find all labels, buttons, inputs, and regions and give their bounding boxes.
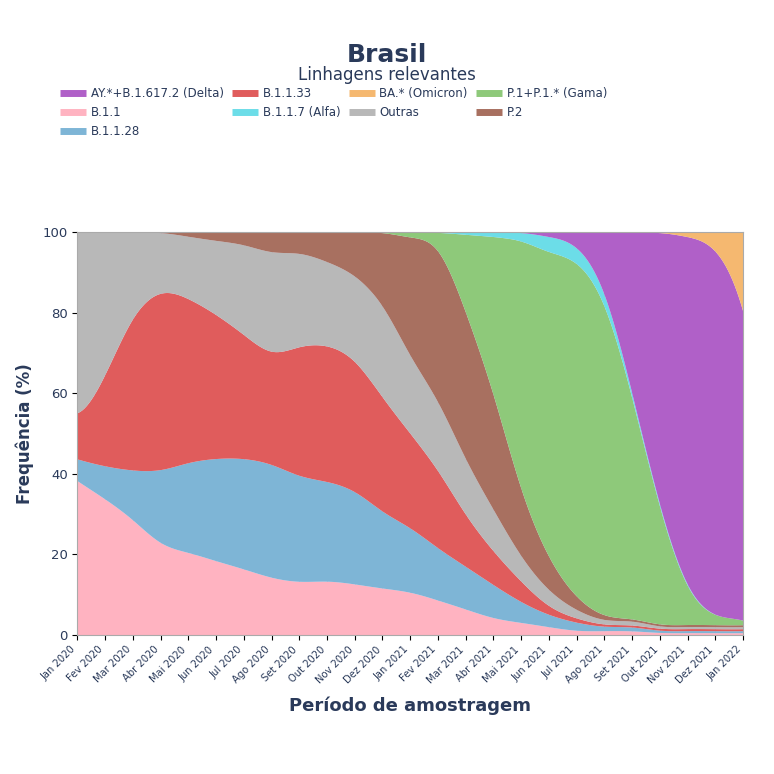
Y-axis label: Frequência (%): Frequência (%) bbox=[15, 363, 34, 504]
X-axis label: Período de amostragem: Período de amostragem bbox=[289, 697, 531, 715]
Text: Linhagens relevantes: Linhagens relevantes bbox=[298, 66, 476, 84]
Text: Brasil: Brasil bbox=[347, 43, 427, 67]
Legend: AY.*+B.1.617.2 (Delta), B.1.1, B.1.1.28, B.1.1.33, B.1.1.7 (Alfa), BA.* (Omicron: AY.*+B.1.617.2 (Delta), B.1.1, B.1.1.28,… bbox=[60, 87, 607, 138]
